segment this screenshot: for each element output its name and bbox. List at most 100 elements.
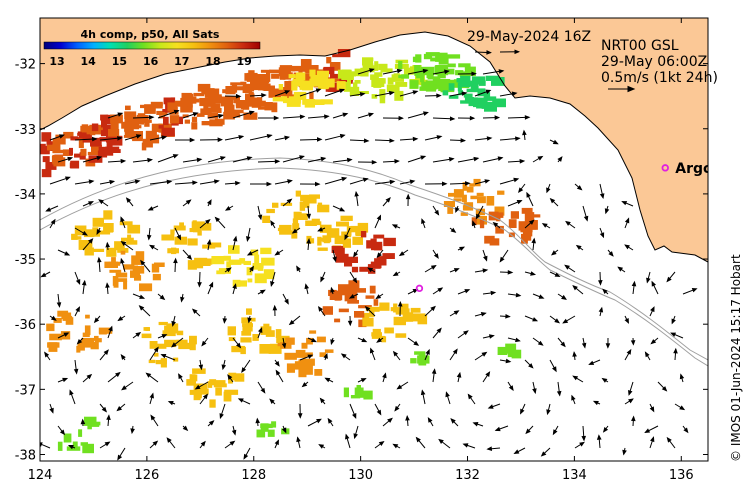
sst-cell [276,88,288,97]
sst-cell [347,300,359,304]
current-arrow [257,381,266,394]
sst-cell [354,80,361,84]
current-arrow [307,114,330,119]
sst-cell [205,97,216,107]
sst-cell [104,261,118,268]
current-arrow [526,191,534,207]
sst-cell [115,272,128,278]
sst-cell [246,308,252,315]
current-arrow [472,422,484,427]
sst-cell [269,69,283,73]
current-arrow [397,301,403,317]
current-arrow [449,268,460,273]
current-arrow [174,227,182,241]
current-arrow [357,159,378,165]
sst-cell [209,379,217,386]
sst-cell [189,389,202,395]
sst-cell [278,84,284,90]
sst-cell [224,389,239,395]
sst-cell [410,307,421,313]
current-arrow [679,373,685,383]
sst-cell [291,65,303,72]
sst-cell [91,144,102,153]
current-arrow [257,289,266,295]
sst-cell [260,247,272,255]
sst-cell [260,423,269,432]
sst-cell [240,81,247,86]
current-arrow [232,337,242,349]
sst-cell [297,213,308,220]
current-arrow [462,443,476,449]
sst-cell [350,395,361,399]
sst-cell [197,83,211,92]
sst-cell [332,54,338,58]
current-arrow [120,216,126,229]
current-arrow [557,156,563,163]
current-arrow [345,433,351,449]
sst-cell [351,266,359,273]
sst-cell [123,280,128,290]
sst-cell [47,144,61,151]
sst-cell [360,231,367,238]
sst-cell [170,229,175,235]
sst-cell [196,113,205,117]
current-arrow [507,337,521,343]
current-arrow [565,220,576,229]
current-arrow [250,181,272,187]
sst-cell [372,328,381,339]
sst-cell [462,194,467,203]
sst-cell [248,91,254,96]
sst-cell [260,69,271,73]
sst-cell [455,70,464,76]
sst-cell [355,227,367,236]
sst-cell [304,200,310,208]
current-arrow [552,425,559,436]
current-arrow [375,293,384,300]
sst-cell [223,255,231,261]
current-arrow [73,359,79,375]
sst-cell [210,103,221,112]
sst-cell [281,87,291,92]
sst-cell [199,258,210,263]
current-arrow [80,418,86,427]
current-arrow [494,425,509,432]
current-arrow [245,227,251,242]
current-arrow [374,440,385,449]
sst-cell [53,317,62,323]
current-arrow [556,381,562,397]
current-arrow [432,249,439,260]
sst-cell [281,96,287,102]
sst-cell [207,381,213,388]
sst-cell [132,116,144,125]
sst-cell [453,189,464,198]
current-arrow [374,138,395,143]
current-arrow [340,353,351,361]
sst-cell [46,323,55,332]
current-arrow [145,372,159,383]
current-arrow [399,90,419,97]
sst-cell [256,74,270,84]
sst-cell [199,97,210,107]
sst-cell [167,323,179,332]
sst-cell [391,74,404,82]
sst-cell [247,278,253,283]
current-arrow [499,49,520,55]
sst-cell [466,88,479,93]
current-arrow [57,156,74,163]
current-arrow [207,156,226,163]
current-arrow [222,315,228,324]
sst-cell [476,192,484,197]
sst-cell [169,115,180,124]
sst-cell [324,78,335,88]
current-arrow [449,227,457,233]
sst-cell [191,116,198,123]
sst-cell [458,63,471,68]
sst-cell [62,315,73,321]
sst-cell [176,330,184,336]
sst-cell [319,224,332,233]
sst-cell [394,90,404,101]
sst-cell [390,307,403,312]
current-arrow [532,337,544,346]
current-arrow [99,135,123,141]
